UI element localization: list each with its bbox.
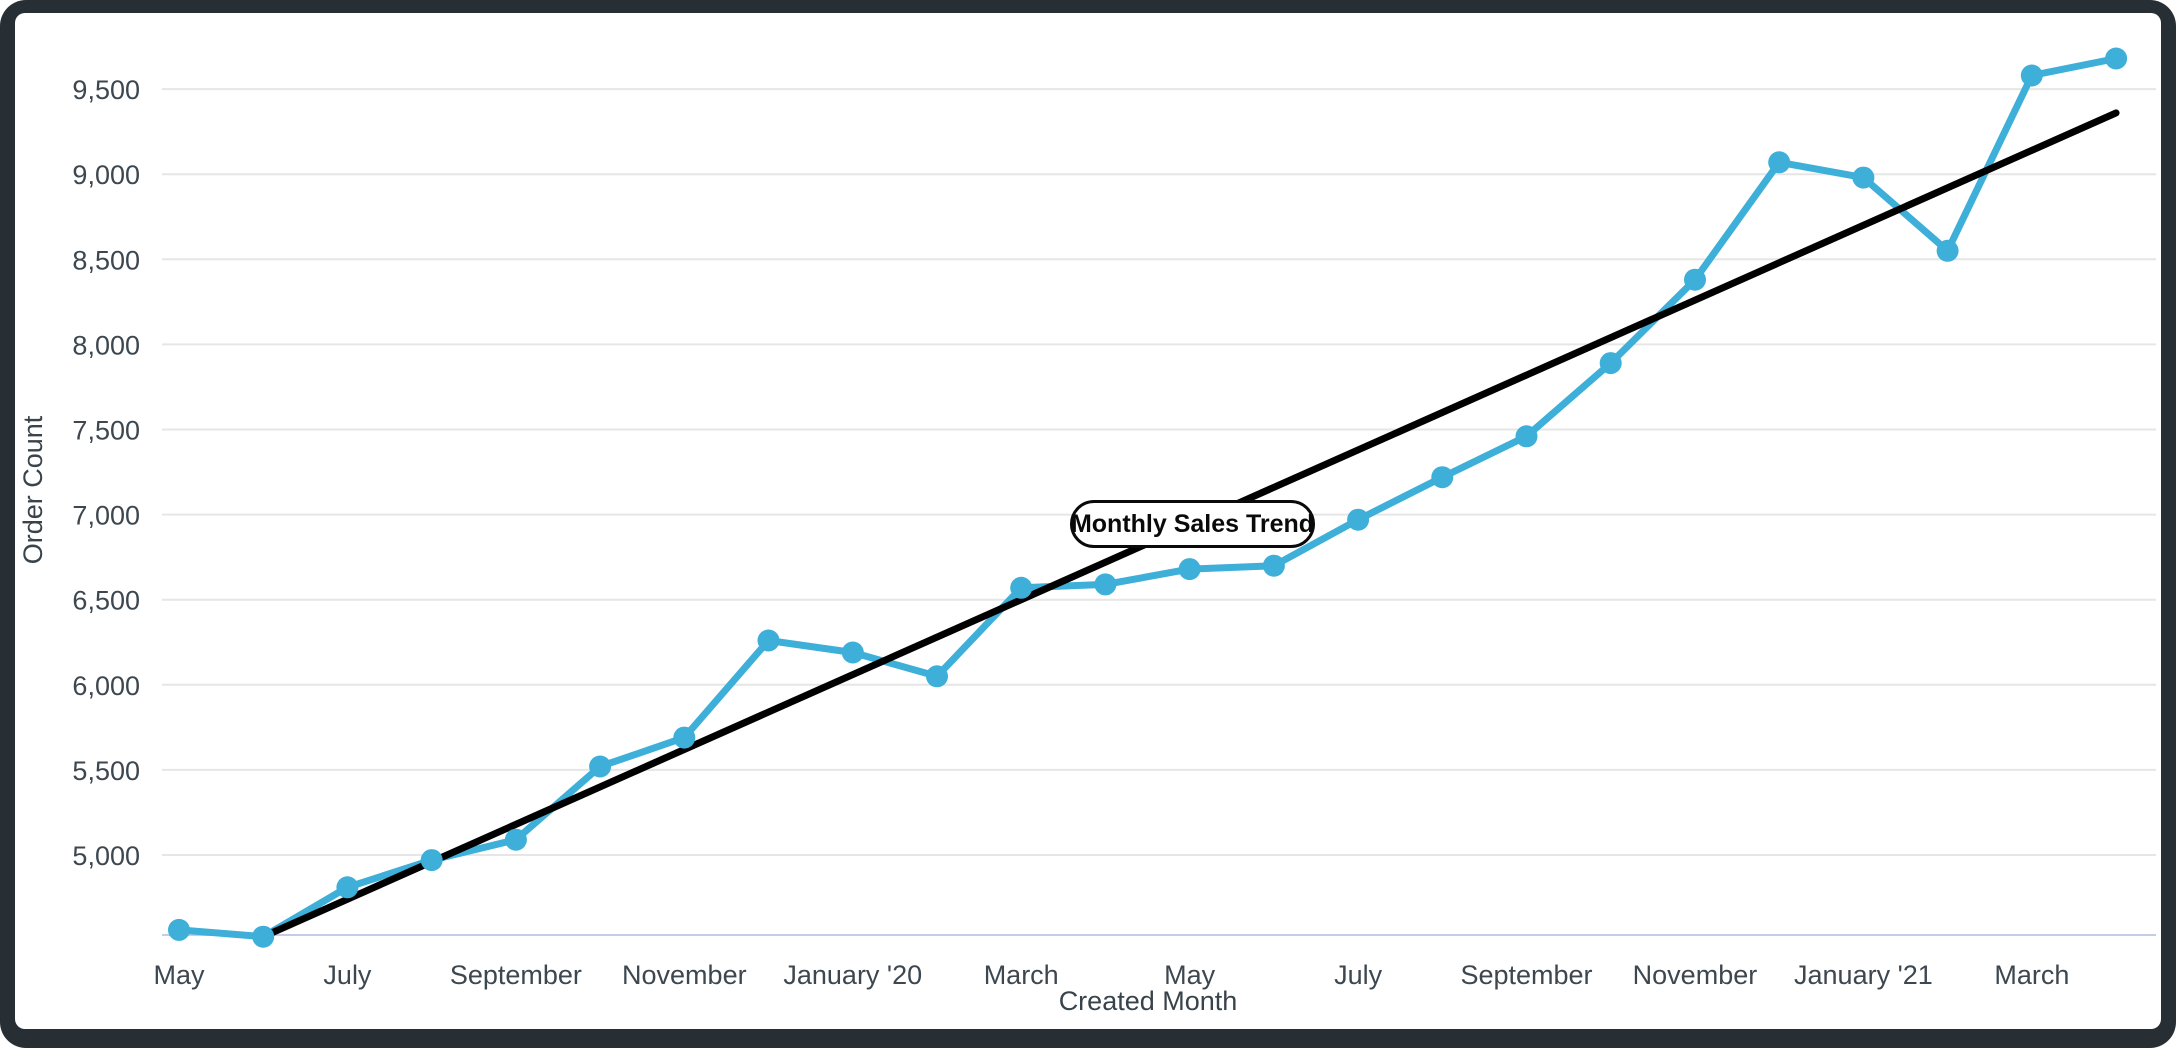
x-axis-title: Created Month: [1059, 986, 1238, 1016]
series-line[interactable]: [175, 55, 2120, 941]
data-point[interactable]: [252, 925, 275, 948]
line-chart[interactable]: 5,000 5,500 6,000 6,500 7,000 7,500 8,000 8,500…: [15, 13, 2161, 1029]
data-point[interactable]: [336, 876, 359, 899]
data-point[interactable]: [504, 828, 527, 851]
gridlines: [162, 88, 2156, 856]
x-tick-label: September: [1460, 960, 1592, 990]
x-tick-label: March: [984, 960, 1059, 990]
x-tick-label: July: [323, 960, 372, 990]
x-tick-label: November: [1633, 960, 1758, 990]
data-point[interactable]: [1515, 425, 1538, 448]
x-tick-label: July: [1334, 960, 1383, 990]
data-point[interactable]: [168, 918, 190, 941]
x-tick-label: May: [1164, 960, 1216, 990]
data-point[interactable]: [926, 665, 948, 688]
y-tick-label: 7,000: [72, 501, 140, 531]
data-point[interactable]: [1010, 576, 1033, 599]
x-tick-label: January '21: [1794, 960, 1933, 990]
x-tick-label: November: [622, 960, 747, 990]
x-tick-label: September: [450, 960, 582, 990]
y-axis-tick-labels: 5,000 5,500 6,000 6,500 7,000 7,500 8,000 8,500…: [72, 75, 140, 871]
x-tick-label: May: [153, 960, 205, 990]
data-point[interactable]: [1599, 352, 1622, 375]
data-point[interactable]: [1262, 554, 1285, 577]
data-point[interactable]: [673, 726, 696, 749]
data-point[interactable]: [1852, 166, 1875, 189]
data-point[interactable]: [757, 629, 780, 652]
data-point[interactable]: [1178, 558, 1201, 581]
y-tick-label: 6,500: [72, 586, 140, 616]
y-tick-label: 9,500: [72, 75, 140, 105]
y-tick-label: 8,000: [72, 330, 140, 360]
data-point[interactable]: [2105, 47, 2128, 70]
x-tick-label: January '20: [783, 960, 922, 990]
data-point[interactable]: [1684, 268, 1706, 291]
data-point[interactable]: [1768, 151, 1791, 174]
y-tick-label: 8,500: [72, 245, 140, 275]
data-point[interactable]: [420, 849, 443, 872]
data-point[interactable]: [1936, 239, 1959, 262]
data-point[interactable]: [1094, 573, 1117, 596]
y-tick-label: 5,500: [72, 756, 140, 786]
y-tick-label: 6,000: [72, 671, 140, 701]
data-point[interactable]: [2020, 64, 2043, 87]
data-point[interactable]: [1347, 508, 1370, 531]
data-point[interactable]: [841, 641, 864, 664]
x-axis-tick-labels: May July September November January '20 March…: [153, 960, 2069, 990]
chart-title: Monthly Sales Trend: [1070, 509, 1315, 538]
chart-title-pill[interactable]: Monthly Sales Trend: [1070, 500, 1315, 548]
y-axis-title: Order Count: [18, 415, 48, 564]
data-point[interactable]: [1431, 466, 1454, 489]
data-point[interactable]: [589, 755, 612, 778]
data-points[interactable]: [168, 47, 2128, 948]
y-tick-label: 5,000: [72, 841, 140, 871]
x-tick-label: March: [1994, 960, 2069, 990]
y-tick-label: 7,500: [72, 416, 140, 446]
y-tick-label: 9,000: [72, 160, 140, 190]
